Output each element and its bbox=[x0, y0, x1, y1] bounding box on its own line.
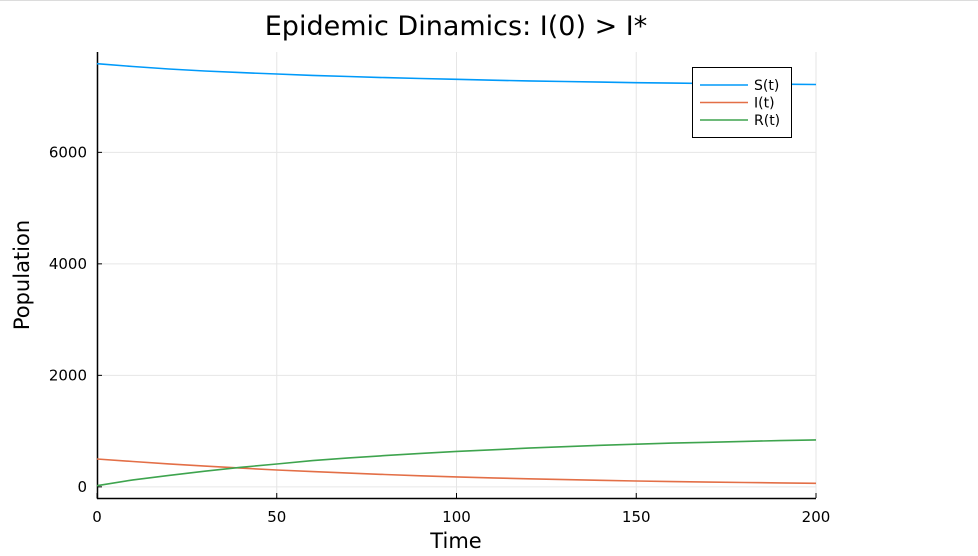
axes bbox=[96, 52, 816, 500]
x-tick-label: 200 bbox=[802, 508, 831, 526]
y-tick-label: 2000 bbox=[49, 366, 87, 384]
chart-title: Epidemic Dinamics: I(0) > I* bbox=[265, 11, 647, 42]
top-border bbox=[0, 0, 978, 1]
legend: S(t) I(t)R(t) bbox=[692, 67, 792, 138]
x-tick-label: 150 bbox=[622, 508, 651, 526]
legend-label: R(t) bbox=[754, 113, 780, 129]
y-tick-label: 6000 bbox=[49, 143, 87, 161]
x-tick-label: 100 bbox=[442, 508, 471, 526]
series-line-rt bbox=[96, 439, 817, 487]
legend-label: S(t) bbox=[754, 78, 779, 94]
y-tick-label: 0 bbox=[77, 478, 87, 496]
y-tick-label: 4000 bbox=[49, 255, 87, 273]
x-tick-label: 50 bbox=[267, 508, 286, 526]
series-line-it bbox=[96, 458, 817, 485]
x-axis-label: Time bbox=[429, 529, 481, 553]
legend-label: I(t) bbox=[754, 96, 775, 112]
x-tick-label: 0 bbox=[92, 508, 102, 526]
y-axis-label: Population bbox=[10, 220, 34, 330]
